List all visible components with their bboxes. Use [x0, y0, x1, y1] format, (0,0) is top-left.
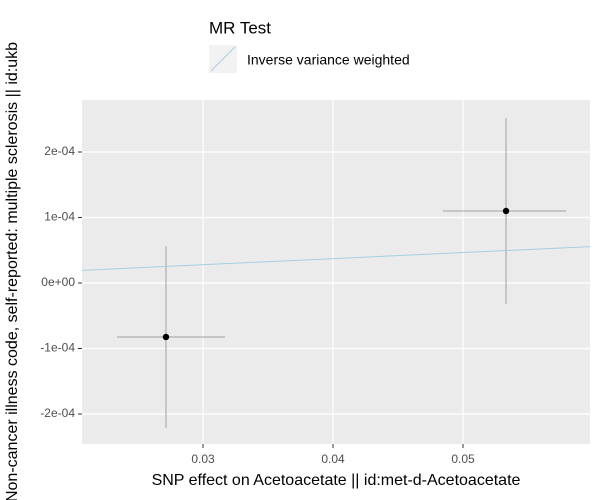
y-tick-label: 1e-04 — [44, 210, 75, 224]
x-tick-label: 0.03 — [191, 452, 215, 466]
panel — [82, 100, 590, 444]
x-tick-label: 0.05 — [451, 452, 475, 466]
x-axis-title: SNP effect on Acetoacetate || id:met-d-A… — [152, 472, 521, 489]
point — [162, 333, 170, 341]
legend-title: MR Test — [209, 18, 271, 37]
y-tick-label: -2e-04 — [40, 406, 75, 420]
y-tick-label: 0e+00 — [41, 275, 75, 289]
y-tick-label: -1e-04 — [40, 341, 75, 355]
regression-line — [81, 246, 591, 271]
y-axis-title: Non-cancer illness code, self-reported: … — [4, 42, 21, 500]
x-tick-label: 0.04 — [321, 452, 345, 466]
legend-key-line — [210, 46, 236, 72]
legend-label: Inverse variance weighted — [247, 52, 410, 68]
y-tick-label: 2e-04 — [44, 144, 75, 158]
point — [502, 207, 510, 215]
